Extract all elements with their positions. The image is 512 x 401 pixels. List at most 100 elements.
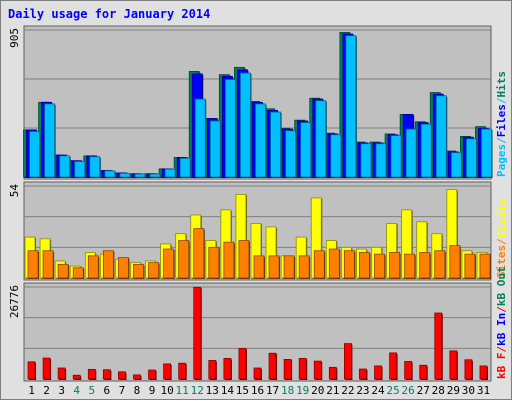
x-tick-label-day-3: 3 <box>58 384 65 397</box>
bar-pages-day-9 <box>149 173 161 178</box>
x-tick-label-day-14: 14 <box>221 384 235 397</box>
bar-kb-f-day-13 <box>208 360 217 380</box>
bar-pages-day-14 <box>224 79 236 178</box>
bar-pages-day-18 <box>285 130 297 178</box>
x-tick-label-day-21: 21 <box>326 384 339 397</box>
bar-pages-day-4 <box>74 161 86 178</box>
bar-sites-day-31 <box>479 253 491 279</box>
bar-kb-f-day-29 <box>449 350 458 380</box>
bar-kb-f-day-30 <box>464 359 473 380</box>
bar-kb-f-day-9 <box>148 369 156 380</box>
bar-sites-day-2 <box>42 250 54 279</box>
panel-requests-legend-entry: Hits <box>495 71 508 98</box>
x-tick-label-day-9: 9 <box>149 384 156 397</box>
panel-visitors-legend-entry: Visits <box>495 199 508 239</box>
panel-requests-legend-entry: / <box>495 137 508 144</box>
x-tick-label-day-27: 27 <box>417 384 430 397</box>
bar-kb-f-day-18 <box>283 359 292 380</box>
panel-requests-legend-entry: Pages <box>495 144 508 177</box>
bar-pages-day-10 <box>164 168 176 178</box>
bar-kb-f-day-20 <box>313 360 322 380</box>
bar-pages-day-27 <box>420 123 432 178</box>
bar-sites-day-17 <box>268 255 280 279</box>
x-tick-label-day-20: 20 <box>311 384 324 397</box>
bar-sites-day-16 <box>253 255 265 279</box>
bar-sites-day-5 <box>87 255 99 279</box>
bar-sites-day-12 <box>193 228 205 279</box>
bar-sites-day-8 <box>133 263 144 279</box>
bar-kb-f-day-1 <box>27 361 36 380</box>
bar-pages-day-1 <box>29 131 40 178</box>
bar-kb-f-day-10 <box>163 363 172 380</box>
bar-kb-f-day-4 <box>72 374 81 380</box>
bar-sites-day-30 <box>464 253 476 279</box>
x-tick-label-day-23: 23 <box>356 384 369 397</box>
bar-sites-day-20 <box>313 250 325 279</box>
x-tick-label-day-11: 11 <box>176 384 189 397</box>
x-tick-label-day-5: 5 <box>88 384 95 397</box>
bar-pages-day-20 <box>315 100 327 178</box>
bar-kb-f-day-8 <box>133 374 141 380</box>
bar-sites-day-10 <box>163 248 175 279</box>
x-tick-label-day-29: 29 <box>447 384 460 397</box>
bar-kb-f-day-31 <box>479 365 488 380</box>
x-axis-labels: 1 2 3 4 5 6 7 8 9 10 11 12 13 14 15 16 17 18 19 20 21 22 23 24 2… <box>28 384 490 397</box>
bar-pages-day-26 <box>405 128 417 178</box>
bar-pages-day-13 <box>209 120 221 178</box>
bar-kb-f-day-2 <box>42 357 51 380</box>
panel-kbytes-background <box>23 282 492 382</box>
x-tick-label-day-25: 25 <box>386 384 399 397</box>
bar-sites-day-23 <box>359 252 370 279</box>
series-kb-f <box>27 286 488 380</box>
bar-pages-day-22 <box>345 35 357 178</box>
bar-sites-day-19 <box>298 255 310 279</box>
x-tick-label-day-31: 31 <box>477 384 490 397</box>
bar-kb-f-day-11 <box>178 362 187 380</box>
bar-pages-day-31 <box>481 128 492 178</box>
bar-kb-f-day-22 <box>343 343 352 380</box>
series-sites <box>27 228 491 279</box>
bar-sites-day-14 <box>223 241 235 279</box>
bar-pages-day-6 <box>104 170 116 178</box>
bar-kb-f-day-7 <box>118 371 126 380</box>
x-tick-label-day-26: 26 <box>402 384 415 397</box>
bar-pages-day-25 <box>390 135 402 178</box>
bar-sites-day-27 <box>419 252 431 279</box>
bar-kb-f-day-15 <box>238 348 247 380</box>
x-tick-label-day-12: 12 <box>191 384 204 397</box>
panel-kbytes-legend-entry: kB In <box>495 313 508 346</box>
panels-layer: 905Pages/Files/Hits54Sites/Visits26776kB… <box>8 25 508 382</box>
bar-pages-day-24 <box>375 143 387 178</box>
bar-kb-f-day-14 <box>223 357 232 380</box>
bar-pages-day-28 <box>435 95 447 178</box>
x-tick-label-day-15: 15 <box>236 384 249 397</box>
x-tick-label-day-4: 4 <box>73 384 80 397</box>
panel-visitors-ymax-label: 54 <box>8 184 21 198</box>
x-tick-label-day-19: 19 <box>296 384 309 397</box>
bar-sites-day-7 <box>118 257 129 279</box>
bar-kb-f-day-16 <box>253 367 262 380</box>
bar-sites-day-3 <box>57 263 69 279</box>
x-tick-label-day-22: 22 <box>341 384 354 397</box>
bar-sites-day-11 <box>178 240 190 279</box>
bar-pages-day-2 <box>44 103 55 178</box>
x-tick-label-day-7: 7 <box>119 384 126 397</box>
bar-kb-f-day-23 <box>359 368 367 380</box>
bar-pages-day-7 <box>119 173 131 178</box>
panel-visitors-legend: Sites/Visits <box>495 199 508 279</box>
bar-pages-day-11 <box>179 157 191 178</box>
bar-kb-f-day-12 <box>193 286 202 380</box>
x-tick-label-day-6: 6 <box>104 384 111 397</box>
bar-pages-day-12 <box>194 98 206 178</box>
bar-pages-day-29 <box>450 152 462 178</box>
bar-sites-day-15 <box>238 240 250 279</box>
x-tick-label-day-1: 1 <box>28 384 35 397</box>
bar-pages-day-19 <box>300 122 312 178</box>
bar-pages-day-17 <box>270 111 281 178</box>
bar-sites-day-26 <box>404 253 416 279</box>
bar-kb-f-day-17 <box>268 352 277 380</box>
panel-visitors: 54 Sites/Visits <box>8 181 508 281</box>
